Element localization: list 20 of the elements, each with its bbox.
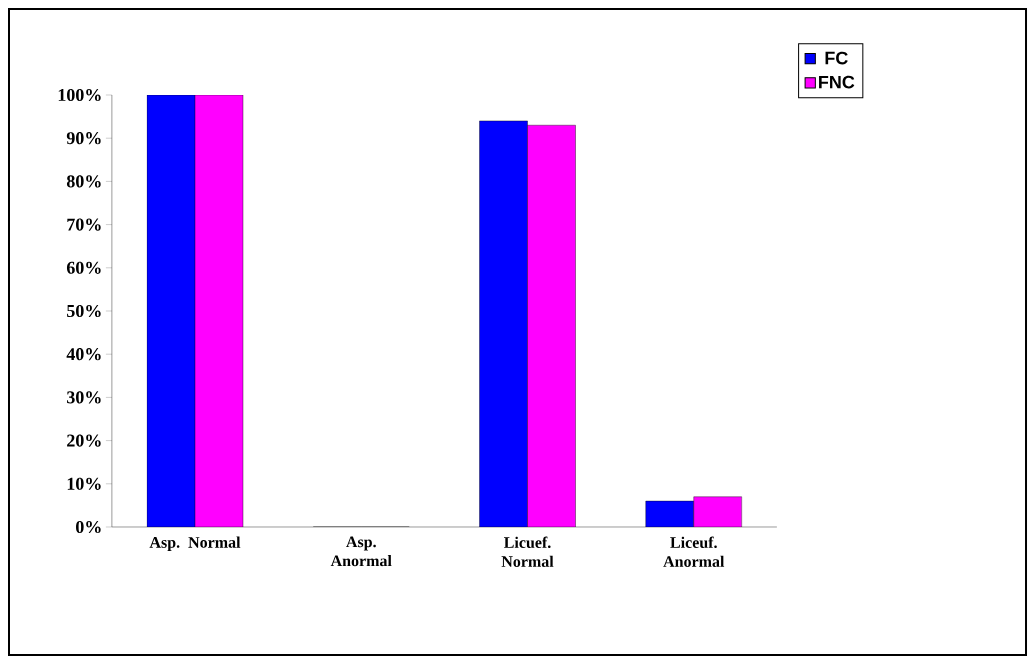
y-tick-label: 80% bbox=[66, 175, 101, 188]
y-tick-label: 10% bbox=[67, 477, 101, 490]
bar bbox=[693, 496, 742, 527]
y-tick-label: 20% bbox=[67, 434, 101, 447]
y-tick-label: 100% bbox=[58, 88, 101, 102]
bar bbox=[527, 125, 576, 527]
x-tick-label: Licuef. Normal bbox=[501, 536, 554, 567]
y-tick-label: 0% bbox=[76, 520, 101, 534]
y-tick-label: 60% bbox=[66, 261, 101, 274]
legend-label: FC bbox=[825, 51, 848, 65]
x-tick-label: Asp. Anormal bbox=[330, 536, 392, 567]
x-tick-label: Asp. Normal bbox=[149, 536, 241, 552]
y-tick-label: 30% bbox=[67, 391, 101, 404]
y-tick-label: 70% bbox=[67, 218, 101, 231]
bar bbox=[195, 95, 243, 527]
x-tick-label: Liceuf. Anormal bbox=[663, 536, 725, 567]
y-tick-label: 50% bbox=[67, 304, 101, 318]
y-tick-label: 90% bbox=[66, 132, 101, 145]
legend-label: FNC bbox=[819, 75, 855, 89]
y-tick-label: 40% bbox=[66, 348, 101, 361]
